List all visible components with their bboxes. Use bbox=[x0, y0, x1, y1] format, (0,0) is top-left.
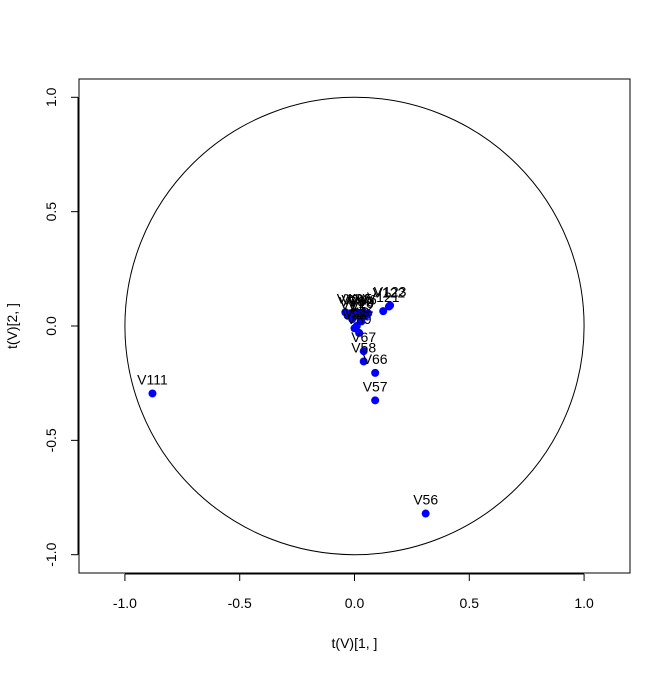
point-label: V67 bbox=[351, 329, 376, 345]
x-axis-label: t(V)[1, ] bbox=[332, 635, 378, 651]
y-tick-label: -1.0 bbox=[43, 542, 59, 566]
data-point bbox=[352, 322, 361, 330]
point-label: V5 bbox=[355, 290, 372, 306]
point-label: V89 bbox=[347, 311, 372, 327]
point-label: V58 bbox=[351, 339, 376, 355]
point-label: V88 bbox=[342, 306, 367, 322]
reference-circle bbox=[124, 96, 585, 556]
y-axis-label: t(V)[2, ] bbox=[4, 303, 20, 349]
data-point bbox=[379, 307, 388, 316]
point-label: V10 bbox=[349, 295, 374, 311]
data-point bbox=[148, 389, 157, 398]
y-tick-label: 1.0 bbox=[43, 87, 59, 107]
point-label: V1 bbox=[337, 290, 354, 306]
point-label: V11 bbox=[340, 297, 364, 313]
data-point bbox=[348, 315, 357, 324]
data-point bbox=[384, 302, 393, 311]
y-tick-label: 0.0 bbox=[43, 316, 59, 336]
data-point bbox=[421, 509, 430, 518]
x-tick-label: 1.0 bbox=[574, 595, 594, 611]
point-label: V8 bbox=[348, 294, 365, 310]
point-label: V4 bbox=[351, 291, 368, 307]
plot-frame bbox=[78, 78, 631, 574]
point-label: V9 bbox=[357, 294, 374, 310]
data-point bbox=[371, 396, 380, 405]
x-axis: -1.0 -0.5 0.0 0.5 1.0 bbox=[113, 573, 594, 611]
point-label: V56 bbox=[413, 492, 438, 508]
x-tick-label: 0.0 bbox=[345, 595, 365, 611]
point-label: V57 bbox=[363, 378, 388, 394]
point-label: V66 bbox=[363, 351, 388, 367]
y-tick-label: 0.5 bbox=[43, 202, 59, 222]
point-label: V7 bbox=[339, 294, 356, 310]
point-label: V111 bbox=[137, 371, 168, 387]
data-point bbox=[371, 368, 380, 377]
y-axis: -1.0 -0.5 0.0 0.5 1.0 bbox=[43, 87, 79, 567]
x-tick-label: 0.5 bbox=[460, 595, 480, 611]
data-point bbox=[359, 357, 368, 366]
reference-circle-layer bbox=[124, 96, 585, 556]
point-label: V12 bbox=[349, 299, 374, 315]
data-point bbox=[359, 347, 368, 356]
x-tick-label: -0.5 bbox=[228, 595, 252, 611]
point-label: V6 bbox=[360, 291, 377, 307]
x-tick-label: -1.0 bbox=[113, 595, 137, 611]
point-label: V3 bbox=[346, 290, 363, 306]
point-label: V122 bbox=[373, 285, 406, 301]
points-layer bbox=[148, 301, 430, 518]
y-tick-label: -0.5 bbox=[43, 428, 59, 452]
point-label: V13 bbox=[344, 304, 369, 320]
point-label: V121 bbox=[367, 289, 400, 305]
point-label: V2 bbox=[341, 291, 358, 307]
point-label: V123 bbox=[374, 283, 407, 299]
